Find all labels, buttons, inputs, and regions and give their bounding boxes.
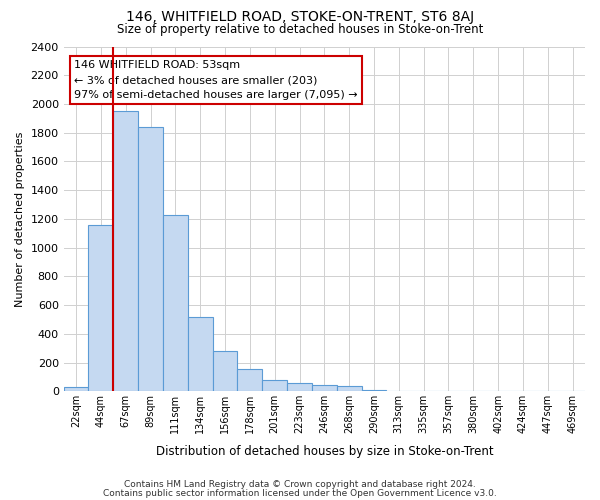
Bar bbox=[312, 386, 337, 391]
Bar bbox=[386, 390, 411, 391]
Bar bbox=[362, 390, 386, 391]
Text: Size of property relative to detached houses in Stoke-on-Trent: Size of property relative to detached ho… bbox=[117, 22, 483, 36]
Text: Contains public sector information licensed under the Open Government Licence v3: Contains public sector information licen… bbox=[103, 488, 497, 498]
Bar bbox=[64, 387, 88, 391]
Bar bbox=[88, 224, 113, 391]
Bar bbox=[188, 316, 212, 391]
Text: 146 WHITFIELD ROAD: 53sqm
← 3% of detached houses are smaller (203)
97% of semi-: 146 WHITFIELD ROAD: 53sqm ← 3% of detach… bbox=[74, 60, 358, 100]
Bar bbox=[163, 214, 188, 391]
Text: Contains HM Land Registry data © Crown copyright and database right 2024.: Contains HM Land Registry data © Crown c… bbox=[124, 480, 476, 489]
Bar bbox=[337, 386, 362, 391]
Bar bbox=[287, 384, 312, 391]
Bar bbox=[262, 380, 287, 391]
Y-axis label: Number of detached properties: Number of detached properties bbox=[15, 131, 25, 306]
Bar bbox=[212, 351, 238, 391]
Bar bbox=[138, 127, 163, 391]
Bar bbox=[113, 111, 138, 391]
Bar bbox=[238, 369, 262, 391]
Text: 146, WHITFIELD ROAD, STOKE-ON-TRENT, ST6 8AJ: 146, WHITFIELD ROAD, STOKE-ON-TRENT, ST6… bbox=[126, 10, 474, 24]
X-axis label: Distribution of detached houses by size in Stoke-on-Trent: Distribution of detached houses by size … bbox=[155, 444, 493, 458]
